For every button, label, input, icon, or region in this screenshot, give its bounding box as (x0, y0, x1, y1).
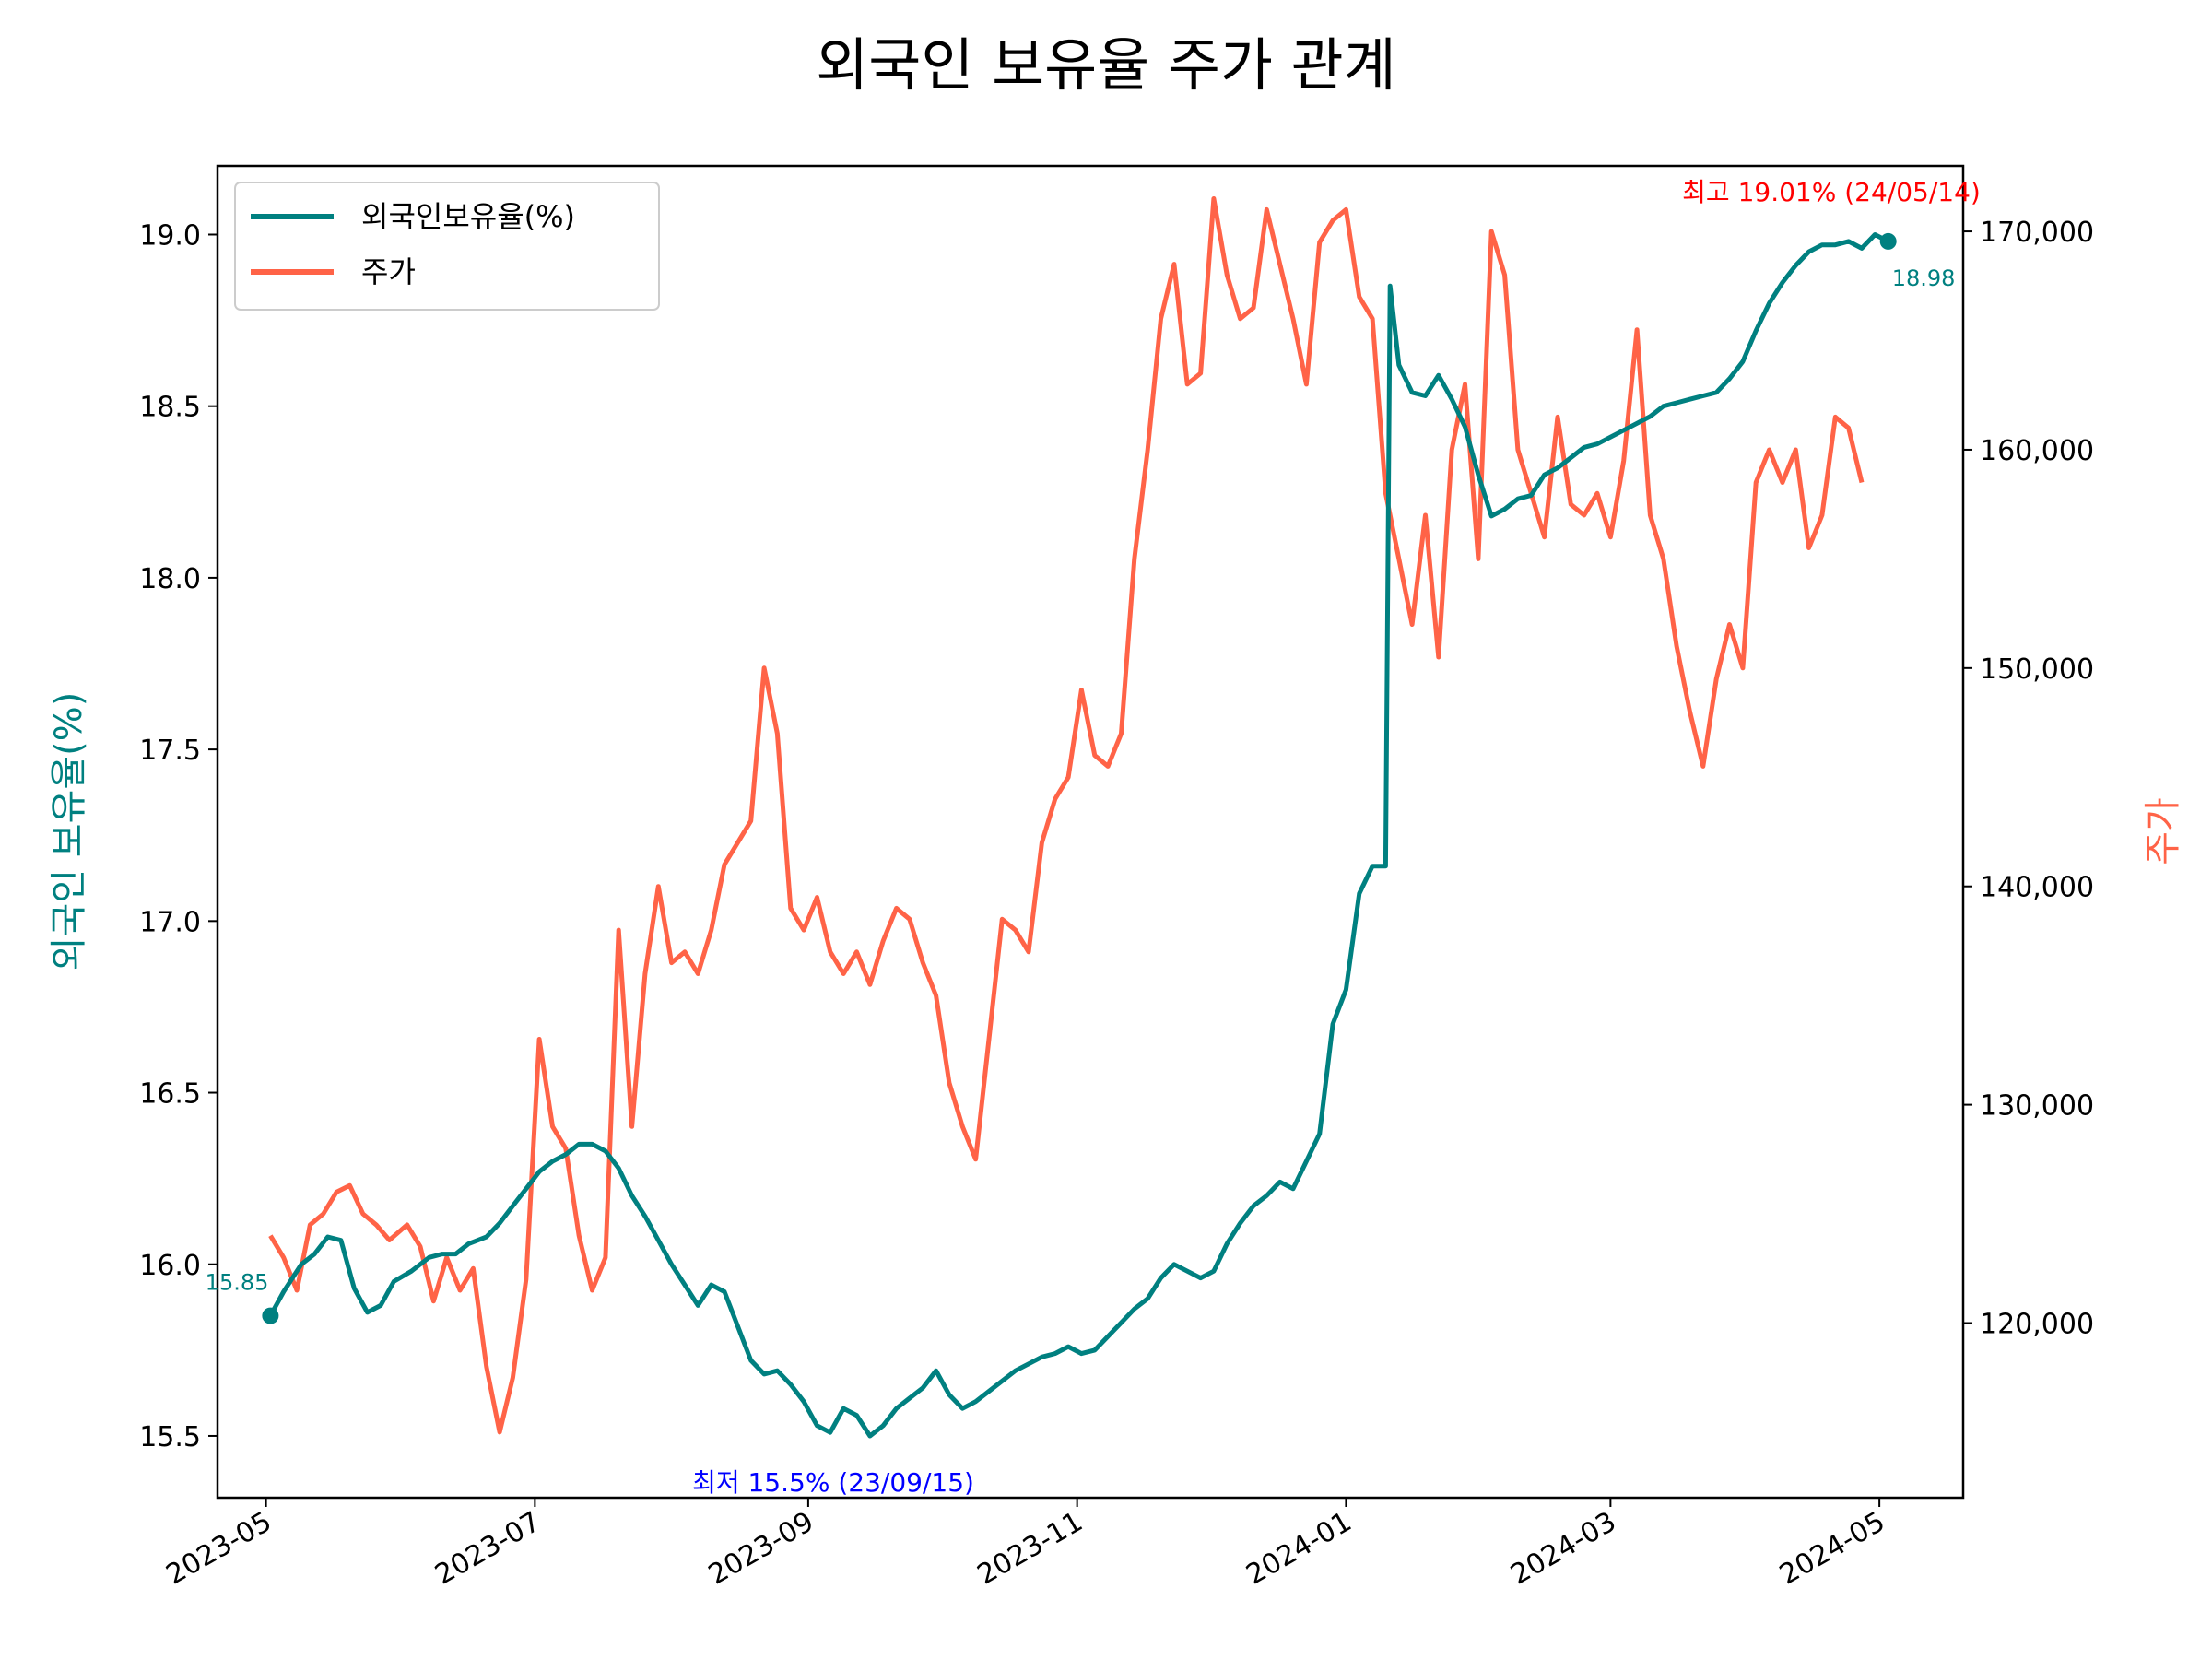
left-y-tick-label: 16.5 (139, 1078, 201, 1111)
legend-label-price: 주가 (361, 254, 416, 289)
right-y-tick-label: 130,000 (1980, 1090, 2094, 1123)
plot-area (262, 196, 1897, 1439)
start-value-label: 15.85 (206, 1270, 269, 1296)
right-y-tick-label: 140,000 (1980, 872, 2094, 904)
left-y-tick-label: 15.5 (139, 1421, 201, 1453)
left-y-tick-label: 17.5 (139, 735, 201, 767)
end-value-label: 18.98 (1892, 265, 1956, 291)
legend-box (234, 182, 660, 311)
right-y-tick-label: 120,000 (1980, 1308, 2094, 1340)
right-y-tick-label: 160,000 (1980, 435, 2094, 467)
right-y-tick-label: 150,000 (1980, 653, 2094, 686)
end-point-marker (1879, 232, 1897, 250)
left-y-tick-label: 16.0 (139, 1250, 201, 1282)
left-y-axis: 15.5 16.0 16.5 17.0 17.5 18.0 18.5 19.0 (139, 219, 218, 1453)
left-y-tick-label: 17.0 (139, 906, 201, 938)
left-y-tick-label: 18.5 (139, 392, 201, 424)
price-series-line (268, 196, 1865, 1435)
legend-label-ownership: 외국인보유율(%) (361, 199, 575, 234)
right-y-tick-label: 170,000 (1980, 217, 2094, 249)
legend: 외국인보유율(%) 주가 (234, 182, 660, 311)
min-annotation: 최저 15.5% (23/09/15) (692, 1467, 974, 1498)
axes-frame (216, 164, 1965, 1500)
max-annotation: 최고 19.01% (24/05/14) (1682, 177, 1981, 207)
ownership-series-line (268, 232, 1889, 1439)
right-y-axis: 120,000 130,000 140,000 150,000 160,000 170,0… (1963, 217, 2094, 1340)
left-y-tick-label: 18.0 (139, 563, 201, 595)
chart-title: 외국인 보유율 주가 관계 (816, 31, 1396, 99)
left-y-tick-label: 19.0 (139, 219, 201, 252)
start-point-marker (262, 1307, 279, 1324)
right-y-axis-label: 주가 (2142, 797, 2184, 865)
left-y-axis-label: 외국인 보유율(%) (48, 692, 90, 971)
annotations: 15.85 18.98 최고 19.01% (24/05/14) 최저 15.5… (206, 177, 1981, 1498)
